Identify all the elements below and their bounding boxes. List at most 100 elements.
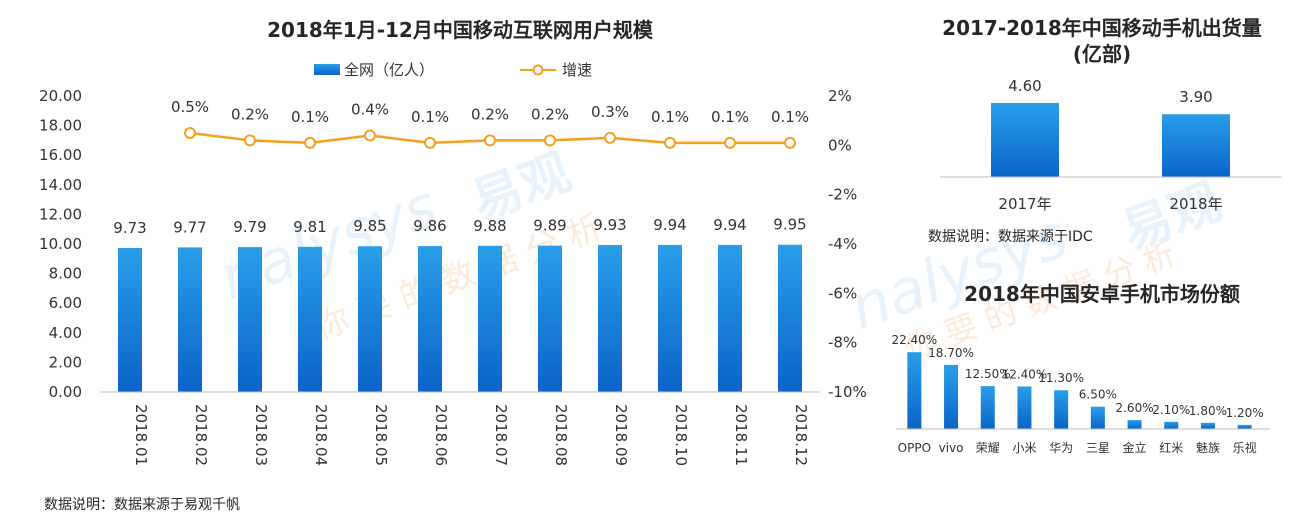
y-tick-label: 6.00 [49,294,82,312]
chart1-growth-line: 0.5% 0.2% 0.1% 0.4% 0.1% 0.2% 0.2% 0.3% 0.1% 0.1%… [171,98,809,149]
share-x-label: 荣耀 [976,441,1000,455]
growth-label: 0.2% [471,105,509,123]
growth-label: 0.4% [351,100,389,118]
chart1-left-axis: 20.00 18.00 16.00 14.00 12.00 10.00 8.00 6.00 4.… [39,87,82,401]
growth-label: 0.2% [231,105,269,123]
chart2-subtitle: (亿部) [1073,42,1131,66]
x-tick-label: 2018.02 [192,404,210,466]
share-bar-label: 12.40% [1002,367,1048,381]
chart2-bars: 4.60 2017年 3.90 2018年 [991,77,1230,213]
share-bar [1200,422,1215,429]
y2-tick-label: -10% [828,383,867,401]
chart1-legend: 全网（亿人） 增速 [314,61,592,79]
shipment-bar-label: 3.90 [1179,88,1212,106]
share-bar [1017,386,1032,429]
x-tick-label: 2018.07 [492,404,510,466]
user-bar [598,245,622,392]
growth-point [724,136,736,149]
chart3-title: 2018年中国安卓手机市场份额 [964,282,1240,306]
growth-point [424,136,436,149]
x-tick-label: 2018.11 [732,404,750,466]
y-tick-label: 10.00 [39,235,82,253]
growth-label: 0.1% [651,108,689,126]
user-bar [538,245,562,392]
shipment-bar [1162,114,1230,177]
growth-point [484,134,496,147]
y-tick-label: 4.00 [49,324,82,342]
share-bar-label: 2.60% [1115,401,1153,415]
user-bar-label: 9.81 [293,218,326,236]
share-bar-label: 2.10% [1152,403,1190,417]
user-bar-label: 9.79 [233,218,266,236]
share-bar [1164,421,1179,429]
share-x-label: vivo [939,441,964,455]
x-tick-label: 2018.10 [672,404,690,466]
x-tick-label: 2018.08 [552,404,570,466]
user-bar [118,247,142,392]
user-bar [658,244,682,392]
share-x-label: 华为 [1049,441,1073,455]
legend-line-marker [532,64,544,76]
growth-point [604,131,616,144]
share-bar [1127,420,1142,429]
x-tick-label: 2018.01 [132,404,150,466]
share-bar [907,352,922,429]
share-bar-label: 22.40% [891,333,937,347]
share-bar [1090,406,1105,429]
growth-point [244,134,256,147]
user-bar-label: 9.95 [773,216,806,234]
x-tick-label: 2018.06 [432,404,450,466]
user-bar-label: 9.77 [173,218,206,236]
user-bar-label: 9.94 [653,216,686,234]
user-bar [238,247,262,392]
user-bar [718,244,742,392]
y2-tick-label: -4% [828,235,857,253]
y2-tick-label: -6% [828,284,857,302]
user-bar [178,247,202,392]
legend-bar-label: 全网（亿人） [344,61,434,79]
share-bar [944,364,959,429]
user-bar [418,246,442,392]
share-bar-label: 1.80% [1189,404,1227,418]
growth-label: 0.1% [711,108,749,126]
chart1-x-axis: 2018.01 2018.02 2018.03 2018.04 2018.05 2018.… [132,404,810,466]
y-tick-label: 2.00 [49,353,82,371]
share-x-label: 魅族 [1196,440,1220,455]
y-tick-label: 16.00 [39,146,82,164]
shipment-x-label: 2018年 [1169,195,1222,213]
chart1-bars: 9.73 9.77 9.79 9.81 9.85 9.86 9.88 9.89 9.93 9.94… [113,216,807,392]
growth-label: 0.1% [291,108,329,126]
x-tick-label: 2018.05 [372,404,390,466]
growth-label: 0.1% [771,108,809,126]
share-x-label: 红米 [1159,440,1183,455]
legend-line-label: 增速 [562,61,592,79]
growth-label: 0.5% [171,98,209,116]
share-bar [1054,390,1069,429]
x-tick-label: 2018.04 [312,404,330,466]
growth-point [544,134,556,147]
user-bar-label: 9.85 [353,217,386,235]
share-bar-label: 1.20% [1226,406,1264,420]
y2-tick-label: -8% [828,334,857,352]
share-x-label: 金立 [1123,440,1147,455]
growth-point [184,127,196,139]
chart2-title: 2017-2018年中国移动手机出货量 [942,16,1262,40]
share-x-label: 乐视 [1233,440,1257,455]
user-bar [478,245,502,392]
x-tick-label: 2018.03 [252,404,270,466]
y2-tick-label: 2% [828,87,852,105]
x-tick-label: 2018.09 [612,404,630,466]
share-bar-label: 12.50% [965,367,1011,381]
y-tick-label: 12.00 [39,205,82,223]
share-bar [1237,424,1252,429]
user-bar-label: 9.88 [473,217,506,235]
chart1-right-axis: 2% 0% -2% -4% -6% -8% -10% [828,87,867,401]
share-bar [980,386,995,429]
growth-point [664,136,676,149]
growth-point [304,136,316,149]
left-source-note: 数据说明：数据来源于易观千帆 [44,497,240,513]
user-bar-label: 9.94 [713,216,746,234]
user-bar-label: 9.93 [593,216,626,234]
y2-tick-label: 0% [828,136,852,154]
